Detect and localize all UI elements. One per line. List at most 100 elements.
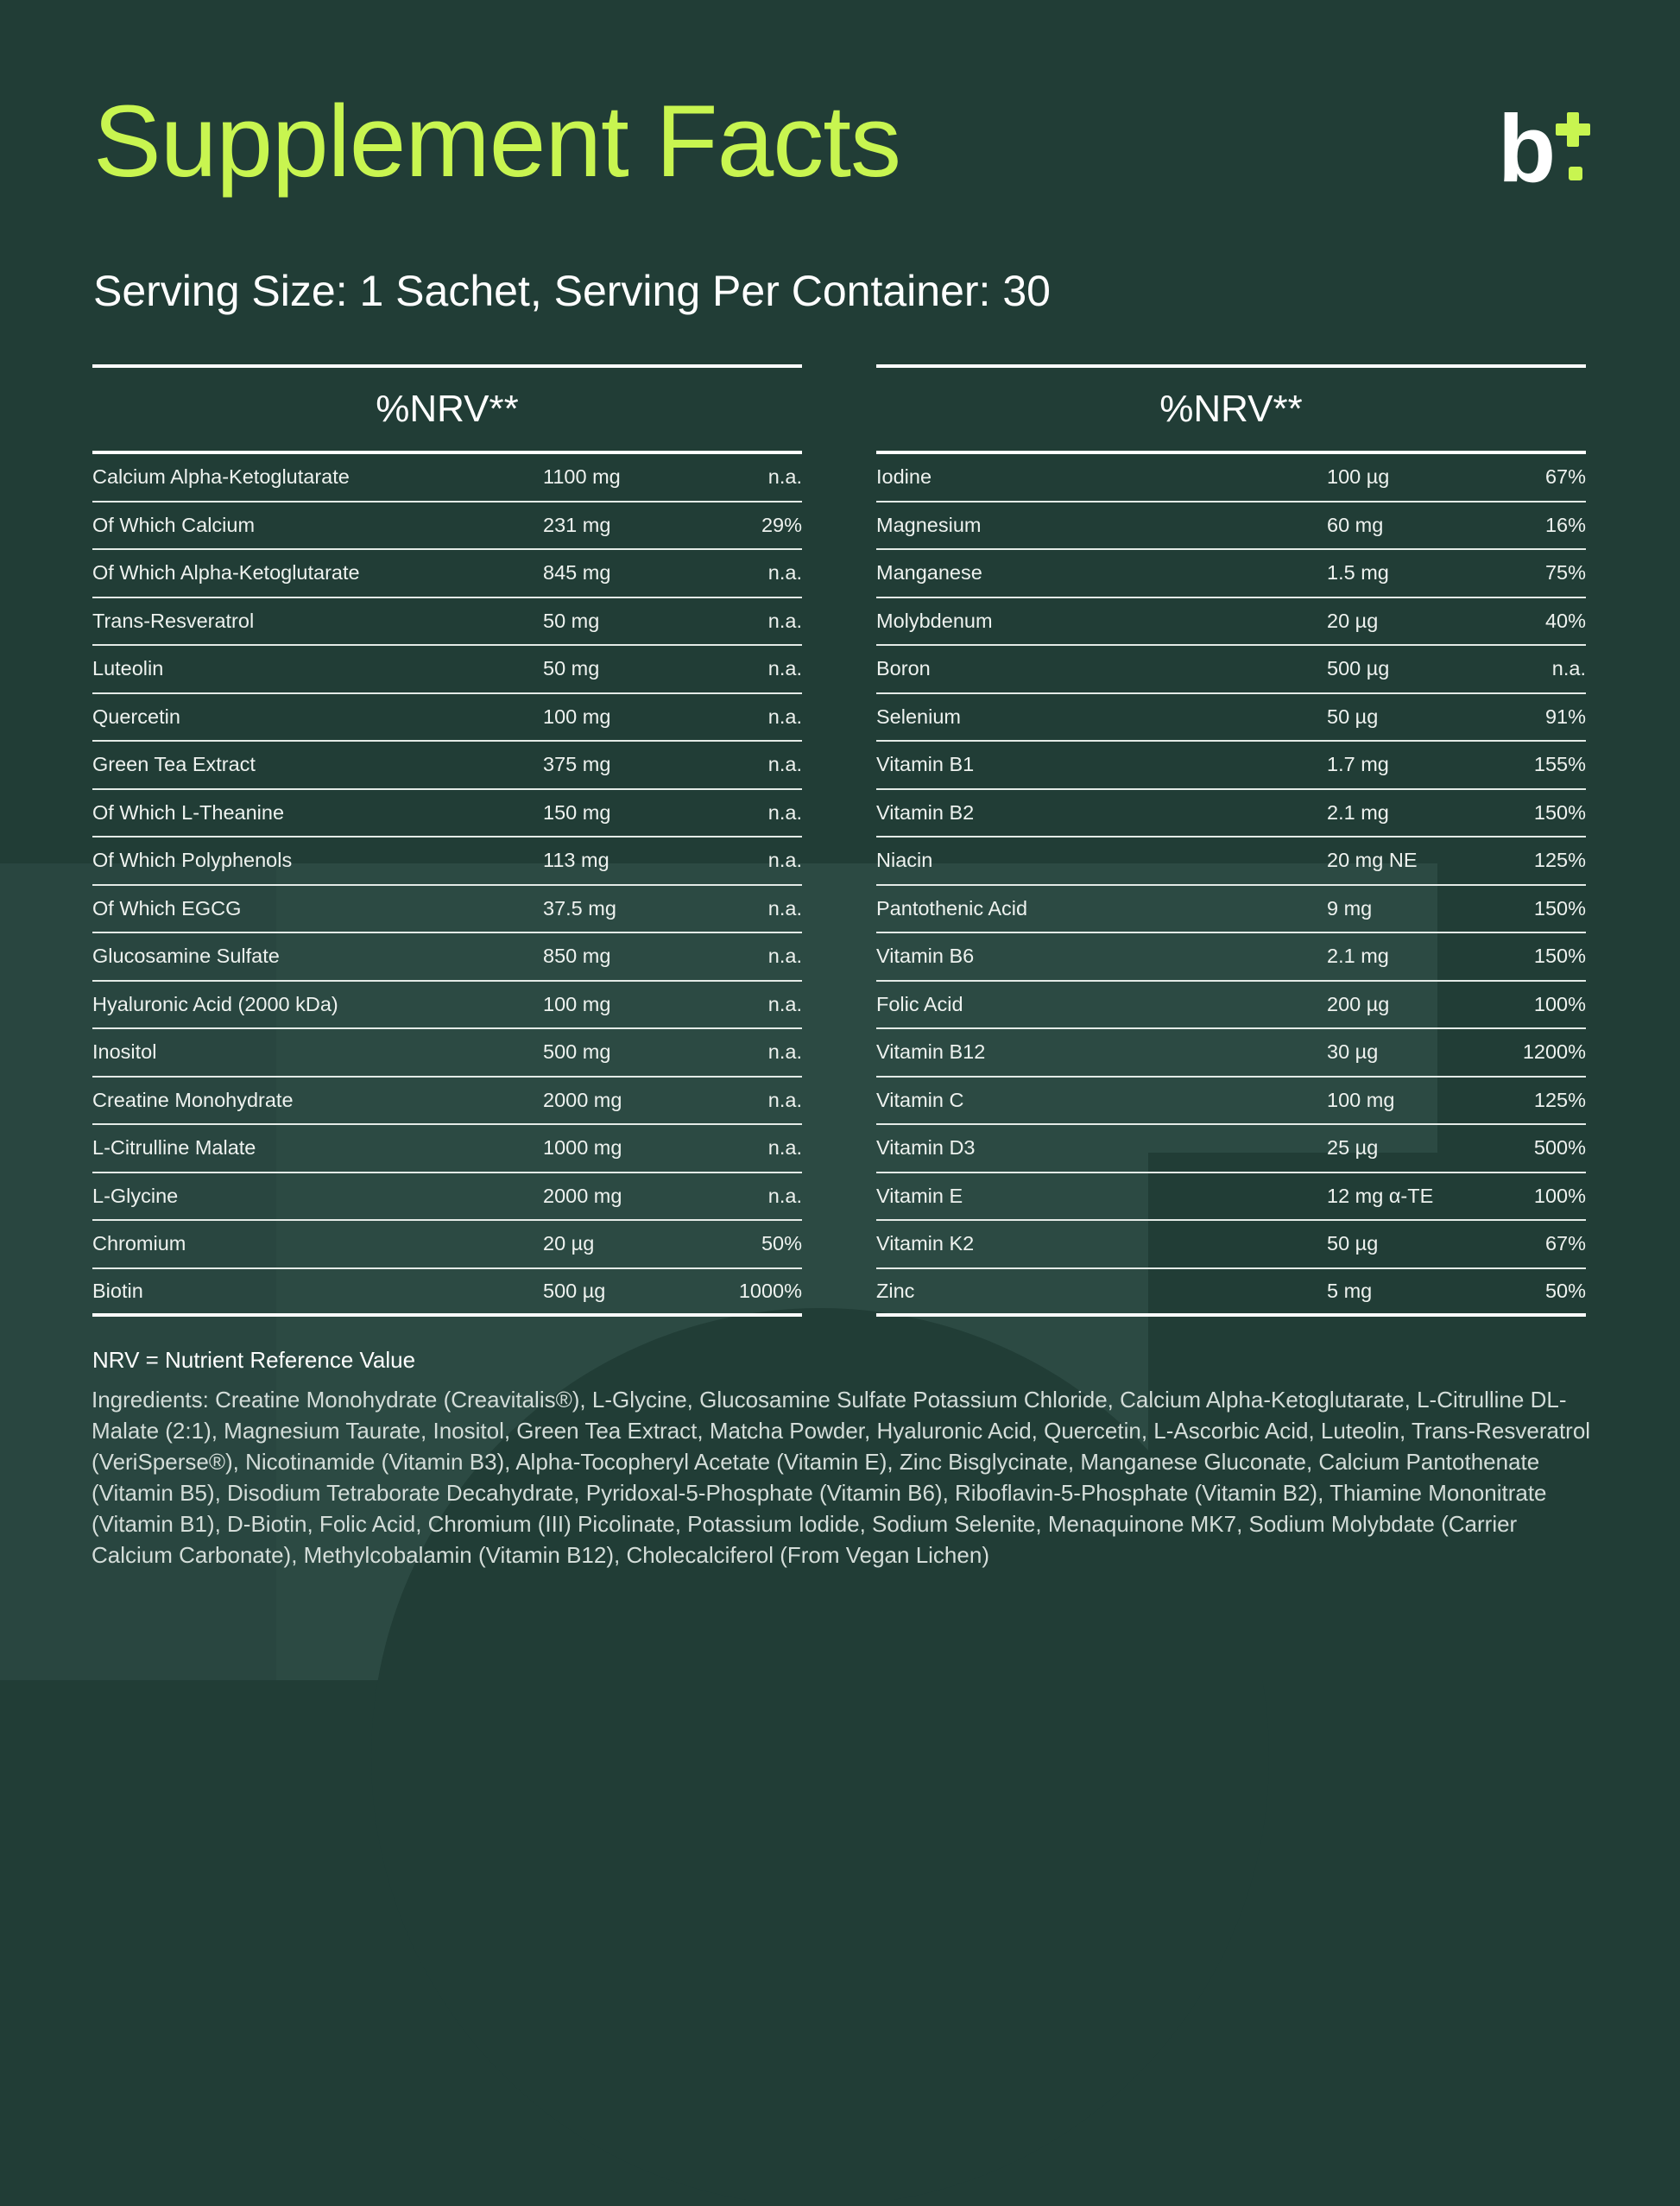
nutrient-amount: 2000 mg <box>543 1184 622 1207</box>
nutrient-name: Quercetin <box>92 705 180 728</box>
nutrient-name: Calcium Alpha-Ketoglutarate <box>92 465 350 489</box>
nutrient-amount: 375 mg <box>543 753 611 776</box>
table-body: Calcium Alpha-Ketoglutarate 1100 mg n.a. Of… <box>92 454 802 1317</box>
table-row: Calcium Alpha-Ketoglutarate 1100 mg n.a. <box>92 454 802 503</box>
nutrient-amount: 100 mg <box>543 705 611 728</box>
nutrient-amount: 25 µg <box>1327 1136 1379 1160</box>
logo-plus-horizontal <box>1556 123 1590 136</box>
table-row: Of Which Alpha-Ketoglutarate 845 mg n.a. <box>92 550 802 598</box>
table-row: Folic Acid 200 µg 100% <box>876 982 1586 1029</box>
nutrient-nrv: 150% <box>1533 896 1586 920</box>
table-row: Vitamin B2 2.1 mg 150% <box>876 790 1586 838</box>
nutrient-amount: 100 mg <box>543 992 611 1015</box>
nutrient-amount: 50 µg <box>1327 1232 1379 1255</box>
nutrient-nrv: 67% <box>1544 465 1586 489</box>
table-row: Of Which L-Theanine 150 mg n.a. <box>92 790 802 838</box>
table-row: Of Which Polyphenols 113 mg n.a. <box>92 838 802 886</box>
table-body: Iodine 100 µg 67% Magnesium 60 mg 16% Manganes… <box>876 454 1586 1317</box>
nutrient-nrv: 155% <box>1533 753 1586 776</box>
nutrient-nrv: 125% <box>1533 849 1586 872</box>
table-row: Manganese 1.5 mg 75% <box>876 550 1586 598</box>
nutrient-name: Glucosamine Sulfate <box>92 945 280 968</box>
nutrient-name: Vitamin K2 <box>876 1232 975 1255</box>
nutrient-nrv: n.a. <box>767 705 802 728</box>
table-row: Of Which EGCG 37.5 mg n.a. <box>92 886 802 933</box>
table-row: Glucosamine Sulfate 850 mg n.a. <box>92 933 802 982</box>
nutrient-name: Of Which Alpha-Ketoglutarate <box>92 561 360 585</box>
nutrient-nrv: n.a. <box>767 849 802 872</box>
nutrient-nrv: 40% <box>1544 609 1586 632</box>
nutrient-amount: 20 µg <box>543 1232 595 1255</box>
nutrient-name: Of Which Calcium <box>92 513 256 536</box>
background-inner-block <box>1148 1153 1437 1680</box>
table-row: Green Tea Extract 375 mg n.a. <box>92 742 802 790</box>
table-row: Magnesium 60 mg 16% <box>876 503 1586 550</box>
background-left-panel <box>0 863 276 1680</box>
nutrient-name: L-Citrulline Malate <box>92 1136 256 1160</box>
nutrient-nrv: n.a. <box>767 896 802 920</box>
nutrient-nrv: n.a. <box>767 1184 802 1207</box>
table-row: Vitamin E 12 mg α-TE 100% <box>876 1173 1586 1221</box>
page-title: Supplement Facts <box>93 85 901 199</box>
nutrient-nrv: 1000% <box>738 1279 802 1302</box>
nutrient-nrv: n.a. <box>767 800 802 824</box>
nutrient-amount: 30 µg <box>1327 1040 1379 1064</box>
nutrient-nrv: 100% <box>1533 1184 1586 1207</box>
nutrient-amount: 1.5 mg <box>1327 561 1389 585</box>
nutrient-nrv: n.a. <box>767 561 802 585</box>
logo-letter: b <box>1498 105 1556 187</box>
nutrient-table-right: %NRV** Iodine 100 µg 67% Magnesium 60 mg 16% M… <box>876 364 1586 1317</box>
nutrient-amount: 2.1 mg <box>1327 945 1389 968</box>
table-row: Luteolin 50 mg n.a. <box>92 646 802 694</box>
nutrient-nrv: n.a. <box>767 465 802 489</box>
nutrient-name: Biotin <box>92 1279 143 1302</box>
nutrient-name: Of Which Polyphenols <box>92 849 293 872</box>
nutrient-nrv: n.a. <box>767 992 802 1015</box>
table-row: Quercetin 100 mg n.a. <box>92 694 802 742</box>
table-row: Vitamin C 100 mg 125% <box>876 1078 1586 1125</box>
nutrient-name: Vitamin C <box>876 1088 964 1111</box>
nutrient-name: Niacin <box>876 849 933 872</box>
nutrient-nrv: 67% <box>1544 1232 1586 1255</box>
nutrient-amount: 9 mg <box>1327 896 1373 920</box>
nutrient-nrv: 29% <box>761 513 802 536</box>
nutrient-amount: 50 mg <box>543 657 600 680</box>
nutrient-nrv: n.a. <box>767 1040 802 1064</box>
table-row: Zinc 5 mg 50% <box>876 1269 1586 1317</box>
nutrient-name: Vitamin E <box>876 1184 963 1207</box>
nutrient-nrv: 50% <box>1544 1279 1586 1302</box>
nutrient-amount: 500 µg <box>543 1279 606 1302</box>
nutrient-nrv: n.a. <box>767 609 802 632</box>
nutrient-nrv: n.a. <box>1551 657 1586 680</box>
nutrient-amount: 100 µg <box>1327 465 1390 489</box>
nutrient-nrv: 91% <box>1544 705 1586 728</box>
nutrient-amount: 5 mg <box>1327 1279 1373 1302</box>
nutrient-name: Folic Acid <box>876 992 963 1015</box>
nutrient-name: Trans-Resveratrol <box>92 609 255 632</box>
table-header: %NRV** <box>876 364 1586 454</box>
nutrient-nrv: 100% <box>1533 992 1586 1015</box>
table-row: Boron 500 µg n.a. <box>876 646 1586 694</box>
nutrient-nrv: 125% <box>1533 1088 1586 1111</box>
nutrient-name: Magnesium <box>876 513 982 536</box>
nutrient-amount: 231 mg <box>543 513 611 536</box>
nutrient-name: Luteolin <box>92 657 164 680</box>
nutrient-amount: 850 mg <box>543 945 611 968</box>
table-row: Chromium 20 µg 50% <box>92 1221 802 1269</box>
table-row: Iodine 100 µg 67% <box>876 454 1586 503</box>
table-row: L-Glycine 2000 mg n.a. <box>92 1173 802 1221</box>
table-row: Vitamin D3 25 µg 500% <box>876 1125 1586 1173</box>
nutrient-nrv: 16% <box>1544 513 1586 536</box>
nutrient-name: Molybdenum <box>876 609 993 632</box>
nutrient-amount: 2000 mg <box>543 1088 622 1111</box>
nutrient-name: Of Which EGCG <box>92 896 242 920</box>
background-right-column <box>1437 863 1680 1680</box>
table-row: Of Which Calcium 231 mg 29% <box>92 503 802 550</box>
table-row: Vitamin K2 50 µg 67% <box>876 1221 1586 1269</box>
table-row: Pantothenic Acid 9 mg 150% <box>876 886 1586 933</box>
nutrient-amount: 50 mg <box>543 609 600 632</box>
nutrient-nrv: n.a. <box>767 945 802 968</box>
nutrient-amount: 37.5 mg <box>543 896 616 920</box>
nutrient-name: Manganese <box>876 561 982 585</box>
nutrient-name: Pantothenic Acid <box>876 896 1028 920</box>
